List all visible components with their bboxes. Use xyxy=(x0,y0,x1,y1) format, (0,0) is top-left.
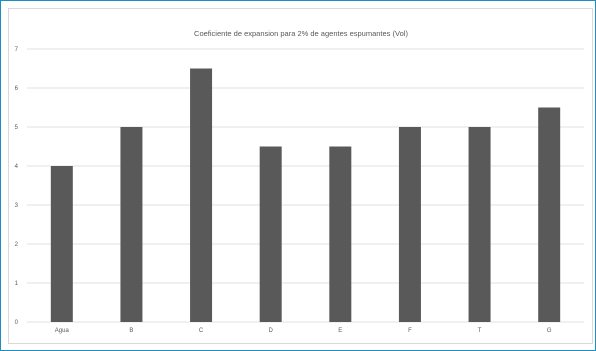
x-tick-label: G xyxy=(547,328,552,334)
y-tick-label: 7 xyxy=(15,47,19,53)
bar-agua xyxy=(50,166,73,322)
bar-c xyxy=(190,68,213,322)
y-tick-label: 5 xyxy=(15,125,19,131)
y-tick-label: 0 xyxy=(15,320,19,326)
bar-g xyxy=(538,107,561,322)
bar-t xyxy=(468,127,491,322)
y-axis-ticks: 0 1 2 3 4 5 6 7 xyxy=(15,47,19,326)
bar-b xyxy=(120,127,143,322)
y-tick-label: 4 xyxy=(15,164,19,170)
y-tick-label: 2 xyxy=(15,242,19,248)
x-tick-label: B xyxy=(129,328,133,334)
x-tick-label: D xyxy=(269,328,274,334)
bar-f xyxy=(398,127,421,322)
y-tick-label: 1 xyxy=(15,281,19,287)
bar-e xyxy=(329,146,352,322)
chart-area: Coeficiente de expansion para 2% de agen… xyxy=(8,8,593,344)
y-tick-label: 3 xyxy=(15,203,19,209)
x-tick-label: E xyxy=(338,328,342,334)
gridlines xyxy=(27,48,584,323)
x-tick-label: Agua xyxy=(55,328,70,334)
bar-chart: Coeficiente de expansion para 2% de agen… xyxy=(15,29,584,334)
chart-title: Coeficiente de expansion para 2% de agen… xyxy=(194,29,408,38)
x-axis-ticks: Agua B C D E F T G xyxy=(55,328,552,334)
x-tick-label: T xyxy=(478,328,482,334)
y-tick-label: 6 xyxy=(15,86,19,92)
bar-d xyxy=(259,146,282,322)
x-tick-label: C xyxy=(199,328,204,334)
x-tick-label: F xyxy=(408,328,412,334)
bars xyxy=(50,68,561,322)
